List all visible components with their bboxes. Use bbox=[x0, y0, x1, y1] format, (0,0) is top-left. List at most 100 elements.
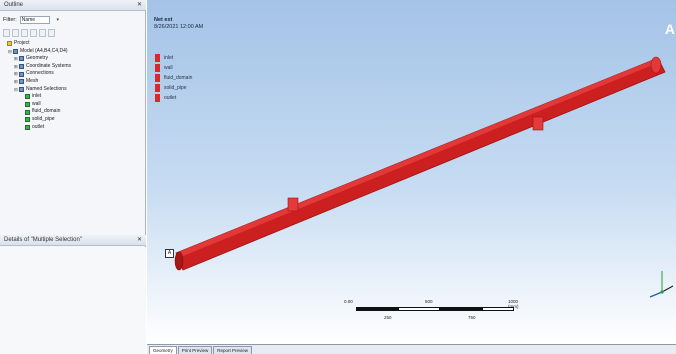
tree-item-label: Connections bbox=[26, 70, 54, 77]
bottom-tabs: Geometry Print Preview Report Preview bbox=[147, 344, 676, 354]
outline-tree: Project ⊟ Model (A4,B4,C4,D4) ⊞ Geometry ⊞ Coo… bbox=[2, 40, 144, 232]
legend-label: wall bbox=[164, 65, 173, 71]
tree-item[interactable]: solid_pipe bbox=[2, 116, 144, 124]
axis-triad-z bbox=[649, 291, 663, 298]
tree-node-icon bbox=[19, 64, 24, 70]
filter-icon[interactable] bbox=[21, 29, 28, 37]
legend-item: fluid_domain bbox=[155, 73, 192, 83]
legend-label: outlet bbox=[164, 95, 177, 101]
tree-item-label: Model (A4,B4,C4,D4) bbox=[20, 47, 68, 54]
scale-bar-segment bbox=[482, 307, 514, 311]
tab-print-preview[interactable]: Print Preview bbox=[177, 346, 213, 354]
viewport-title-line1: Net ext bbox=[154, 17, 173, 23]
tree-item[interactable]: ⊞ Connections bbox=[2, 70, 144, 78]
tree-item-label: Project bbox=[14, 40, 30, 46]
tree-item-label: Coordinate Systems bbox=[26, 62, 72, 69]
axis-triad-x bbox=[661, 285, 674, 293]
legend-label: inlet bbox=[164, 55, 174, 61]
tree-item[interactable]: ⊟ Named Selections bbox=[2, 86, 144, 94]
search-icon[interactable] bbox=[30, 29, 37, 37]
tree-item[interactable]: ⊟ Model (A4,B4,C4,D4) bbox=[2, 48, 144, 56]
legend-item: wall bbox=[155, 63, 192, 73]
tree-node-icon bbox=[19, 56, 24, 62]
legend-swatch bbox=[155, 84, 160, 92]
tree-item[interactable]: fluid_domain bbox=[2, 108, 144, 116]
a-marker: A bbox=[165, 249, 174, 258]
pin-icon[interactable]: ✕ bbox=[136, 2, 142, 8]
tab-geometry[interactable]: Geometry bbox=[149, 346, 177, 354]
tree-item[interactable]: ⊞ Coordinate Systems bbox=[2, 63, 144, 71]
tree-node-icon bbox=[25, 109, 30, 115]
outline-title: Outline bbox=[4, 2, 24, 8]
tree-expander-icon[interactable]: ⊞ bbox=[14, 63, 18, 69]
scale-ruler: 0.00 500 1000 (mm) 250 750 bbox=[344, 296, 524, 326]
tree-item-label: wall bbox=[32, 100, 41, 107]
scale-bar-segment bbox=[398, 307, 440, 311]
details-title: Details of "Multiple Selection" bbox=[4, 237, 82, 243]
scale-bar-segment bbox=[440, 307, 482, 311]
tree-expander-icon[interactable]: ⊟ bbox=[14, 86, 18, 92]
details-header: Details of "Multiple Selection" ✕ bbox=[0, 235, 146, 246]
details-area bbox=[0, 247, 146, 354]
tree-item-label: Mesh bbox=[26, 77, 39, 84]
legend-swatch bbox=[155, 54, 160, 62]
expand-icon[interactable] bbox=[3, 29, 10, 37]
outline-header: Outline ✕ bbox=[0, 0, 146, 11]
tree-item[interactable]: ⊞ Geometry bbox=[2, 55, 144, 63]
legend-swatch bbox=[155, 94, 160, 102]
filter-select[interactable]: Name bbox=[19, 15, 50, 24]
tree-item-label: Geometry bbox=[26, 55, 48, 62]
tree-item[interactable]: inlet bbox=[2, 93, 144, 101]
filter-label: Filter: bbox=[3, 16, 17, 23]
graphics-viewport[interactable]: Net ext 8/26/2021 12:00 AM A inlet wall fl… bbox=[147, 0, 676, 344]
tree-node-icon bbox=[13, 48, 18, 54]
beam-end-cap bbox=[650, 56, 662, 74]
chevron-down-icon[interactable]: ▾ bbox=[56, 16, 59, 23]
tree-node-icon bbox=[25, 117, 30, 123]
filter-row: Filter: Name ▾ bbox=[3, 14, 143, 25]
tree-node-icon bbox=[19, 86, 24, 92]
legend-swatch bbox=[155, 64, 160, 72]
outline-panel: Outline ✕ Filter: Name ▾ Project ⊟ Model (… bbox=[0, 0, 146, 354]
tree-node-icon bbox=[25, 124, 30, 130]
joint-marker bbox=[532, 116, 544, 131]
tree-item[interactable]: Project bbox=[2, 40, 144, 48]
tree-node-icon bbox=[19, 71, 24, 77]
tree-node-icon bbox=[25, 102, 30, 108]
tree-expander-icon[interactable]: ⊞ bbox=[14, 78, 18, 84]
tree-item-label: inlet bbox=[32, 93, 42, 100]
beam-body[interactable] bbox=[175, 57, 666, 271]
tree-expander-icon[interactable]: ⊟ bbox=[8, 48, 12, 54]
axis-origin bbox=[660, 290, 664, 294]
pause-icon[interactable] bbox=[48, 29, 55, 37]
beam-start-cap bbox=[174, 251, 184, 271]
pin-icon[interactable]: ✕ bbox=[136, 237, 142, 243]
scale-label-750: 750 bbox=[468, 315, 476, 320]
tree-item[interactable]: outlet bbox=[2, 124, 144, 132]
viewport-title-line2: 8/26/2021 12:00 AM bbox=[154, 24, 204, 30]
outline-toolbar bbox=[3, 28, 55, 38]
scale-bar-segment bbox=[356, 307, 398, 311]
lock-icon[interactable] bbox=[39, 29, 46, 37]
legend-label: fluid_domain bbox=[164, 75, 193, 81]
legend-item: inlet bbox=[155, 53, 192, 63]
tree-item-label: solid_pipe bbox=[32, 115, 55, 122]
tab-report-preview[interactable]: Report Preview bbox=[213, 346, 253, 354]
tree-expander-icon[interactable]: ⊞ bbox=[14, 56, 18, 62]
scale-label-250: 250 bbox=[384, 315, 392, 320]
tree-item[interactable]: wall bbox=[2, 101, 144, 109]
beam-highlight bbox=[176, 58, 660, 258]
tree-item-label: outlet bbox=[32, 123, 45, 130]
joint-marker bbox=[287, 197, 299, 212]
beam-model[interactable] bbox=[147, 0, 676, 344]
tree-item-label: Named Selections bbox=[26, 85, 67, 92]
collapse-icon[interactable] bbox=[12, 29, 19, 37]
tree-expander-icon[interactable]: ⊞ bbox=[14, 71, 18, 77]
scale-label-500: 500 bbox=[425, 299, 433, 304]
legend-item: outlet bbox=[155, 93, 192, 103]
scale-label-1000: 1000 (mm) bbox=[508, 299, 519, 309]
tree-item[interactable]: ⊞ Mesh bbox=[2, 78, 144, 86]
scale-label-0: 0.00 bbox=[344, 299, 353, 304]
legend-label: solid_pipe bbox=[164, 85, 187, 91]
